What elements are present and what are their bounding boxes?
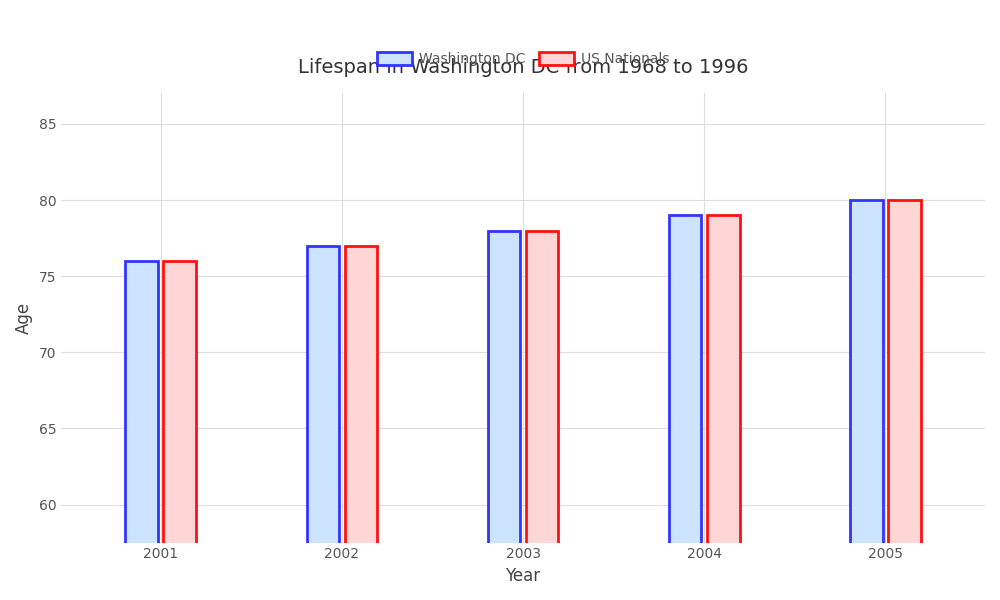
Bar: [488, 230, 520, 600]
Bar: [526, 230, 558, 600]
Title: Lifespan in Washington DC from 1968 to 1996: Lifespan in Washington DC from 1968 to 1…: [298, 58, 748, 77]
Bar: [669, 215, 701, 600]
Bar: [707, 215, 740, 600]
Bar: [163, 261, 196, 600]
Bar: [888, 200, 921, 600]
Legend: Washington DC, US Nationals: Washington DC, US Nationals: [371, 47, 675, 71]
Bar: [345, 246, 377, 600]
Bar: [850, 200, 883, 600]
X-axis label: Year: Year: [505, 567, 541, 585]
Bar: [125, 261, 158, 600]
Bar: [307, 246, 339, 600]
Y-axis label: Age: Age: [15, 302, 33, 334]
